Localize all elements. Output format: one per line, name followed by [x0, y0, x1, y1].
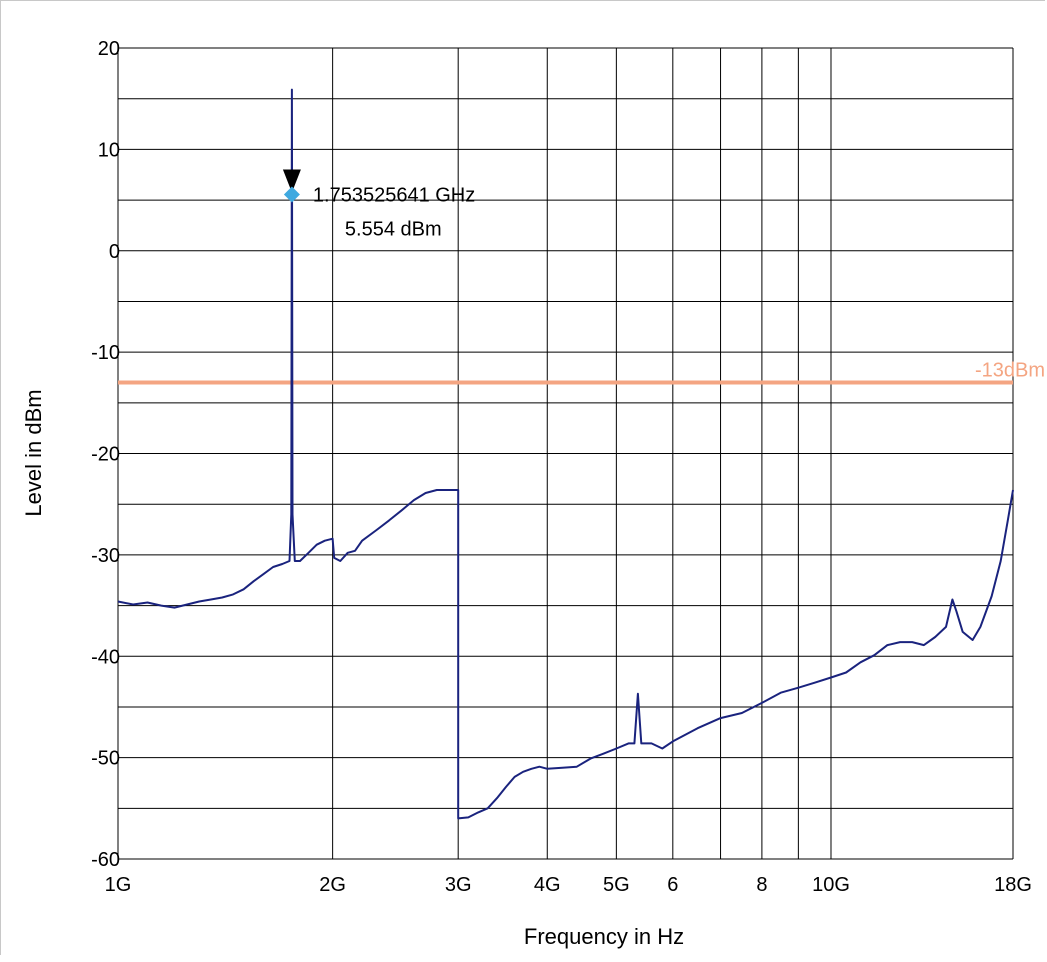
y-tick-labels: 20 10 0 -10 -20 -30 -40 -50 -60	[91, 38, 120, 871]
x-tick-label: 18G	[994, 874, 1032, 896]
y-tick-label: -60	[91, 849, 120, 871]
marker-arrow-icon	[282, 169, 301, 193]
y-tick-label: -10	[91, 342, 120, 364]
x-tick-label: 4G	[534, 874, 561, 896]
y-tick-label: 0	[109, 241, 120, 263]
x-tick-label: 2G	[319, 874, 346, 896]
x-tick-labels: 1G 2G 3G 4G 5G 6 8 10G 18G	[105, 874, 1032, 896]
marker-level-label: 5.554 dBm	[345, 218, 442, 240]
marker-frequency-label: 1.753525641 GHz	[313, 184, 475, 206]
limit-line-label: -13dBm	[975, 360, 1045, 382]
x-tick-label: 5G	[603, 874, 630, 896]
y-tick-label: -40	[91, 646, 120, 668]
x-tick-label: 6	[667, 874, 678, 896]
x-tick-label: 10G	[812, 874, 850, 896]
spectrum-trace	[117, 88, 1014, 820]
y-tick-label: -20	[91, 444, 120, 466]
y-tick-label: 20	[98, 38, 120, 60]
x-axis-label: Frequency in Hz	[524, 924, 684, 949]
y-tick-label: -30	[91, 545, 120, 567]
x-tick-label: 8	[756, 874, 767, 896]
y-tick-label: 10	[98, 139, 120, 161]
x-tick-label: 1G	[105, 874, 132, 896]
grid	[117, 47, 1014, 860]
y-tick-label: -50	[91, 748, 120, 770]
marker-point	[283, 186, 300, 203]
x-tick-label: 3G	[445, 874, 472, 896]
y-axis-label: Level in dBm	[21, 389, 46, 516]
